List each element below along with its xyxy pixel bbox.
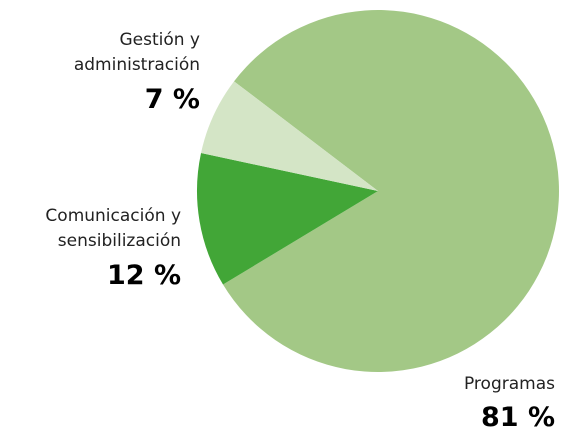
value-label: 7 %: [144, 84, 200, 115]
slice-label: Comunicación y sensibilización: [45, 206, 181, 251]
value-label: 12 %: [106, 260, 181, 291]
slice-label: Programas: [463, 374, 555, 394]
value-label: 81 %: [480, 402, 555, 429]
pie-slice: [197, 153, 378, 285]
pie-slice: [201, 81, 378, 191]
pie-slice: [223, 10, 560, 373]
slice-label: Gestión y administración: [73, 30, 200, 75]
